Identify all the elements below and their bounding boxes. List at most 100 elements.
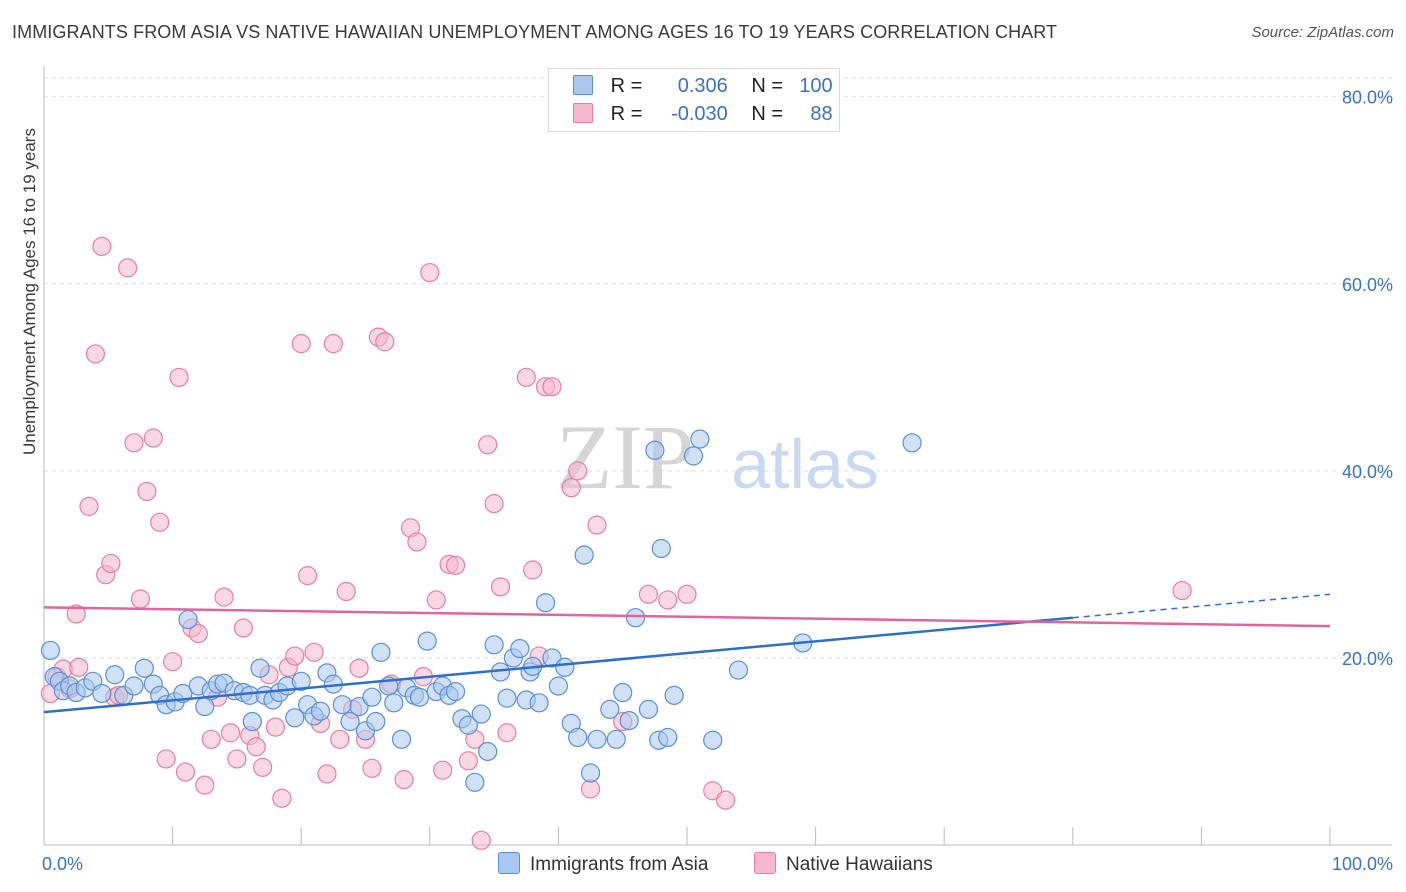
hawaii-point xyxy=(317,764,337,784)
hawaii-point xyxy=(349,658,369,678)
asia-point xyxy=(587,729,607,749)
asia-point xyxy=(391,729,412,749)
asia-point xyxy=(384,693,404,713)
asia-point xyxy=(349,696,369,717)
asia-n-value: 100 xyxy=(799,75,833,97)
asia-point xyxy=(664,685,684,705)
hawaii-point xyxy=(703,781,723,801)
hawaii-legend-label: Native Hawaiians xyxy=(786,854,933,875)
asia-trend-line xyxy=(43,616,1073,714)
asia-point xyxy=(542,648,562,668)
hawaii-point xyxy=(117,258,138,278)
hawaii-point xyxy=(394,769,414,790)
asia-point xyxy=(40,640,61,661)
bottom-legend-hawaii[interactable]: Native Hawaiians xyxy=(754,852,933,876)
asia-point xyxy=(645,440,665,460)
asia-swatch xyxy=(573,75,593,95)
asia-point xyxy=(445,681,466,702)
hawaii-point xyxy=(227,749,247,769)
hawaii-point xyxy=(304,642,324,662)
asia-point xyxy=(703,730,723,750)
asia-point xyxy=(535,593,556,613)
hawaii-point xyxy=(478,435,498,455)
hawaii-point xyxy=(516,367,536,387)
asia-point xyxy=(105,665,125,685)
bottom-legend-asia[interactable]: Immigrants from Asia xyxy=(498,852,708,876)
asia-point xyxy=(638,699,659,719)
asia-point xyxy=(310,701,331,721)
hawaii-point xyxy=(66,604,86,624)
y-tick-label-20: 20.0% xyxy=(1342,649,1393,669)
hawaii-point xyxy=(156,749,176,769)
asia-n-label: N = xyxy=(751,75,784,97)
asia-point xyxy=(728,660,749,680)
asia-point xyxy=(606,729,626,749)
legend-row-asia: R = 0.306 N = 100 xyxy=(573,75,833,98)
asia-point xyxy=(478,741,498,762)
asia-point xyxy=(484,635,504,655)
hawaii-point xyxy=(497,723,517,743)
hawaii-n-label: N = xyxy=(751,103,784,125)
hawaii-point xyxy=(233,618,253,638)
asia-point xyxy=(458,715,478,735)
y-tick-label-60: 60.0% xyxy=(1342,275,1393,295)
hawaii-point xyxy=(272,788,292,808)
hawaii-point xyxy=(143,428,163,448)
hawaii-point xyxy=(336,581,356,602)
hawaii-point xyxy=(69,657,89,677)
hawaii-point xyxy=(458,751,478,771)
hawaii-point xyxy=(426,590,446,610)
stats-legend: R = 0.306 N = 100 R = -0.030 N = 88 xyxy=(548,68,840,132)
asia-point xyxy=(510,638,530,659)
asia-point xyxy=(124,676,144,696)
hawaii-point xyxy=(101,553,121,574)
hawaii-point xyxy=(568,461,588,481)
asia-point xyxy=(340,711,360,732)
asia-point xyxy=(465,772,485,792)
hawaii-point xyxy=(253,757,273,777)
hawaii-point xyxy=(150,512,170,532)
hawaii-point xyxy=(195,775,215,795)
asia-point xyxy=(625,608,646,628)
asia-point xyxy=(548,676,569,696)
source-credit: Source: ZipAtlas.com xyxy=(1251,24,1394,41)
asia-point xyxy=(497,688,517,708)
hawaii-r-value: -0.030 xyxy=(671,103,728,125)
hawaii-point xyxy=(587,515,607,535)
hawaii-point xyxy=(638,584,659,604)
hawaii-point xyxy=(85,344,106,364)
asia-point xyxy=(529,693,549,713)
hawaii-point xyxy=(175,762,196,782)
asia-point xyxy=(690,429,710,449)
hawaii-point xyxy=(201,729,221,749)
watermark-atlas: atlas xyxy=(731,425,879,503)
hawaii-point xyxy=(375,332,395,352)
asia-legend-swatch xyxy=(498,852,520,874)
asia-point xyxy=(250,658,270,678)
asia-point xyxy=(658,727,678,748)
hawaii-point xyxy=(658,590,678,610)
asia-point xyxy=(366,711,386,732)
hawaii-point xyxy=(542,377,562,397)
hawaii-point xyxy=(1172,580,1192,601)
asia-point xyxy=(580,763,601,783)
hawaii-swatch xyxy=(573,103,593,123)
legend-row-hawaii: R = -0.030 N = 88 xyxy=(573,103,833,126)
hawaii-point xyxy=(130,589,151,609)
hawaii-point xyxy=(420,262,440,283)
asia-point xyxy=(600,699,620,719)
asia-point xyxy=(371,642,391,662)
hawaii-point xyxy=(246,737,266,757)
y-tick-label-80: 80.0% xyxy=(1342,88,1393,108)
hawaii-point xyxy=(265,717,286,737)
asia-point xyxy=(291,671,311,691)
hawaii-point xyxy=(92,236,112,256)
hawaii-point xyxy=(471,830,491,850)
asia-point xyxy=(574,545,594,565)
asia-point xyxy=(651,538,671,559)
hawaii-point xyxy=(124,433,144,453)
hawaii-point xyxy=(445,555,466,575)
asia-legend-label: Immigrants from Asia xyxy=(530,854,709,875)
asia-point xyxy=(362,687,382,707)
hawaii-n-value: 88 xyxy=(810,103,833,125)
